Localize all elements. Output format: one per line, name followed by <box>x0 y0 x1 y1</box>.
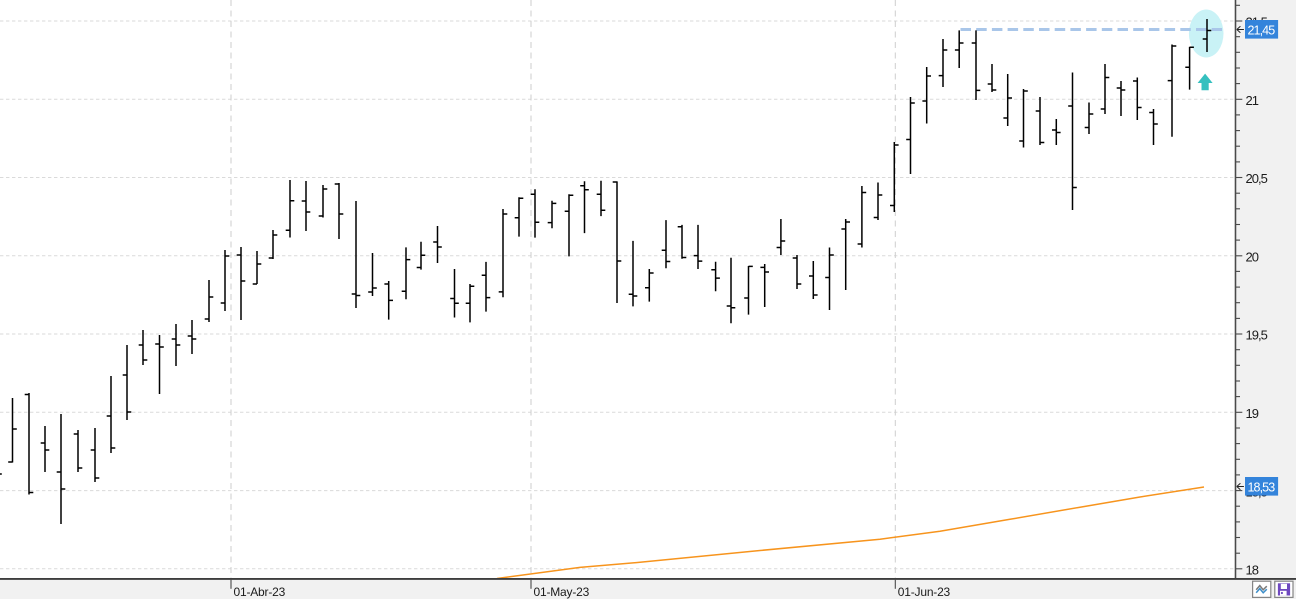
svg-text:01-Abr-23: 01-Abr-23 <box>234 585 286 599</box>
svg-text:18: 18 <box>1246 563 1259 578</box>
svg-text:20: 20 <box>1246 250 1259 265</box>
svg-text:20,5: 20,5 <box>1246 171 1268 186</box>
svg-text:21: 21 <box>1246 93 1259 108</box>
svg-text:01-Jun-23: 01-Jun-23 <box>898 585 951 599</box>
svg-text:01-May-23: 01-May-23 <box>534 585 590 599</box>
svg-text:19,5: 19,5 <box>1246 328 1268 343</box>
svg-text:18,53: 18,53 <box>1248 481 1276 495</box>
svg-text:21,45: 21,45 <box>1248 23 1276 37</box>
svg-text:19: 19 <box>1246 406 1259 421</box>
